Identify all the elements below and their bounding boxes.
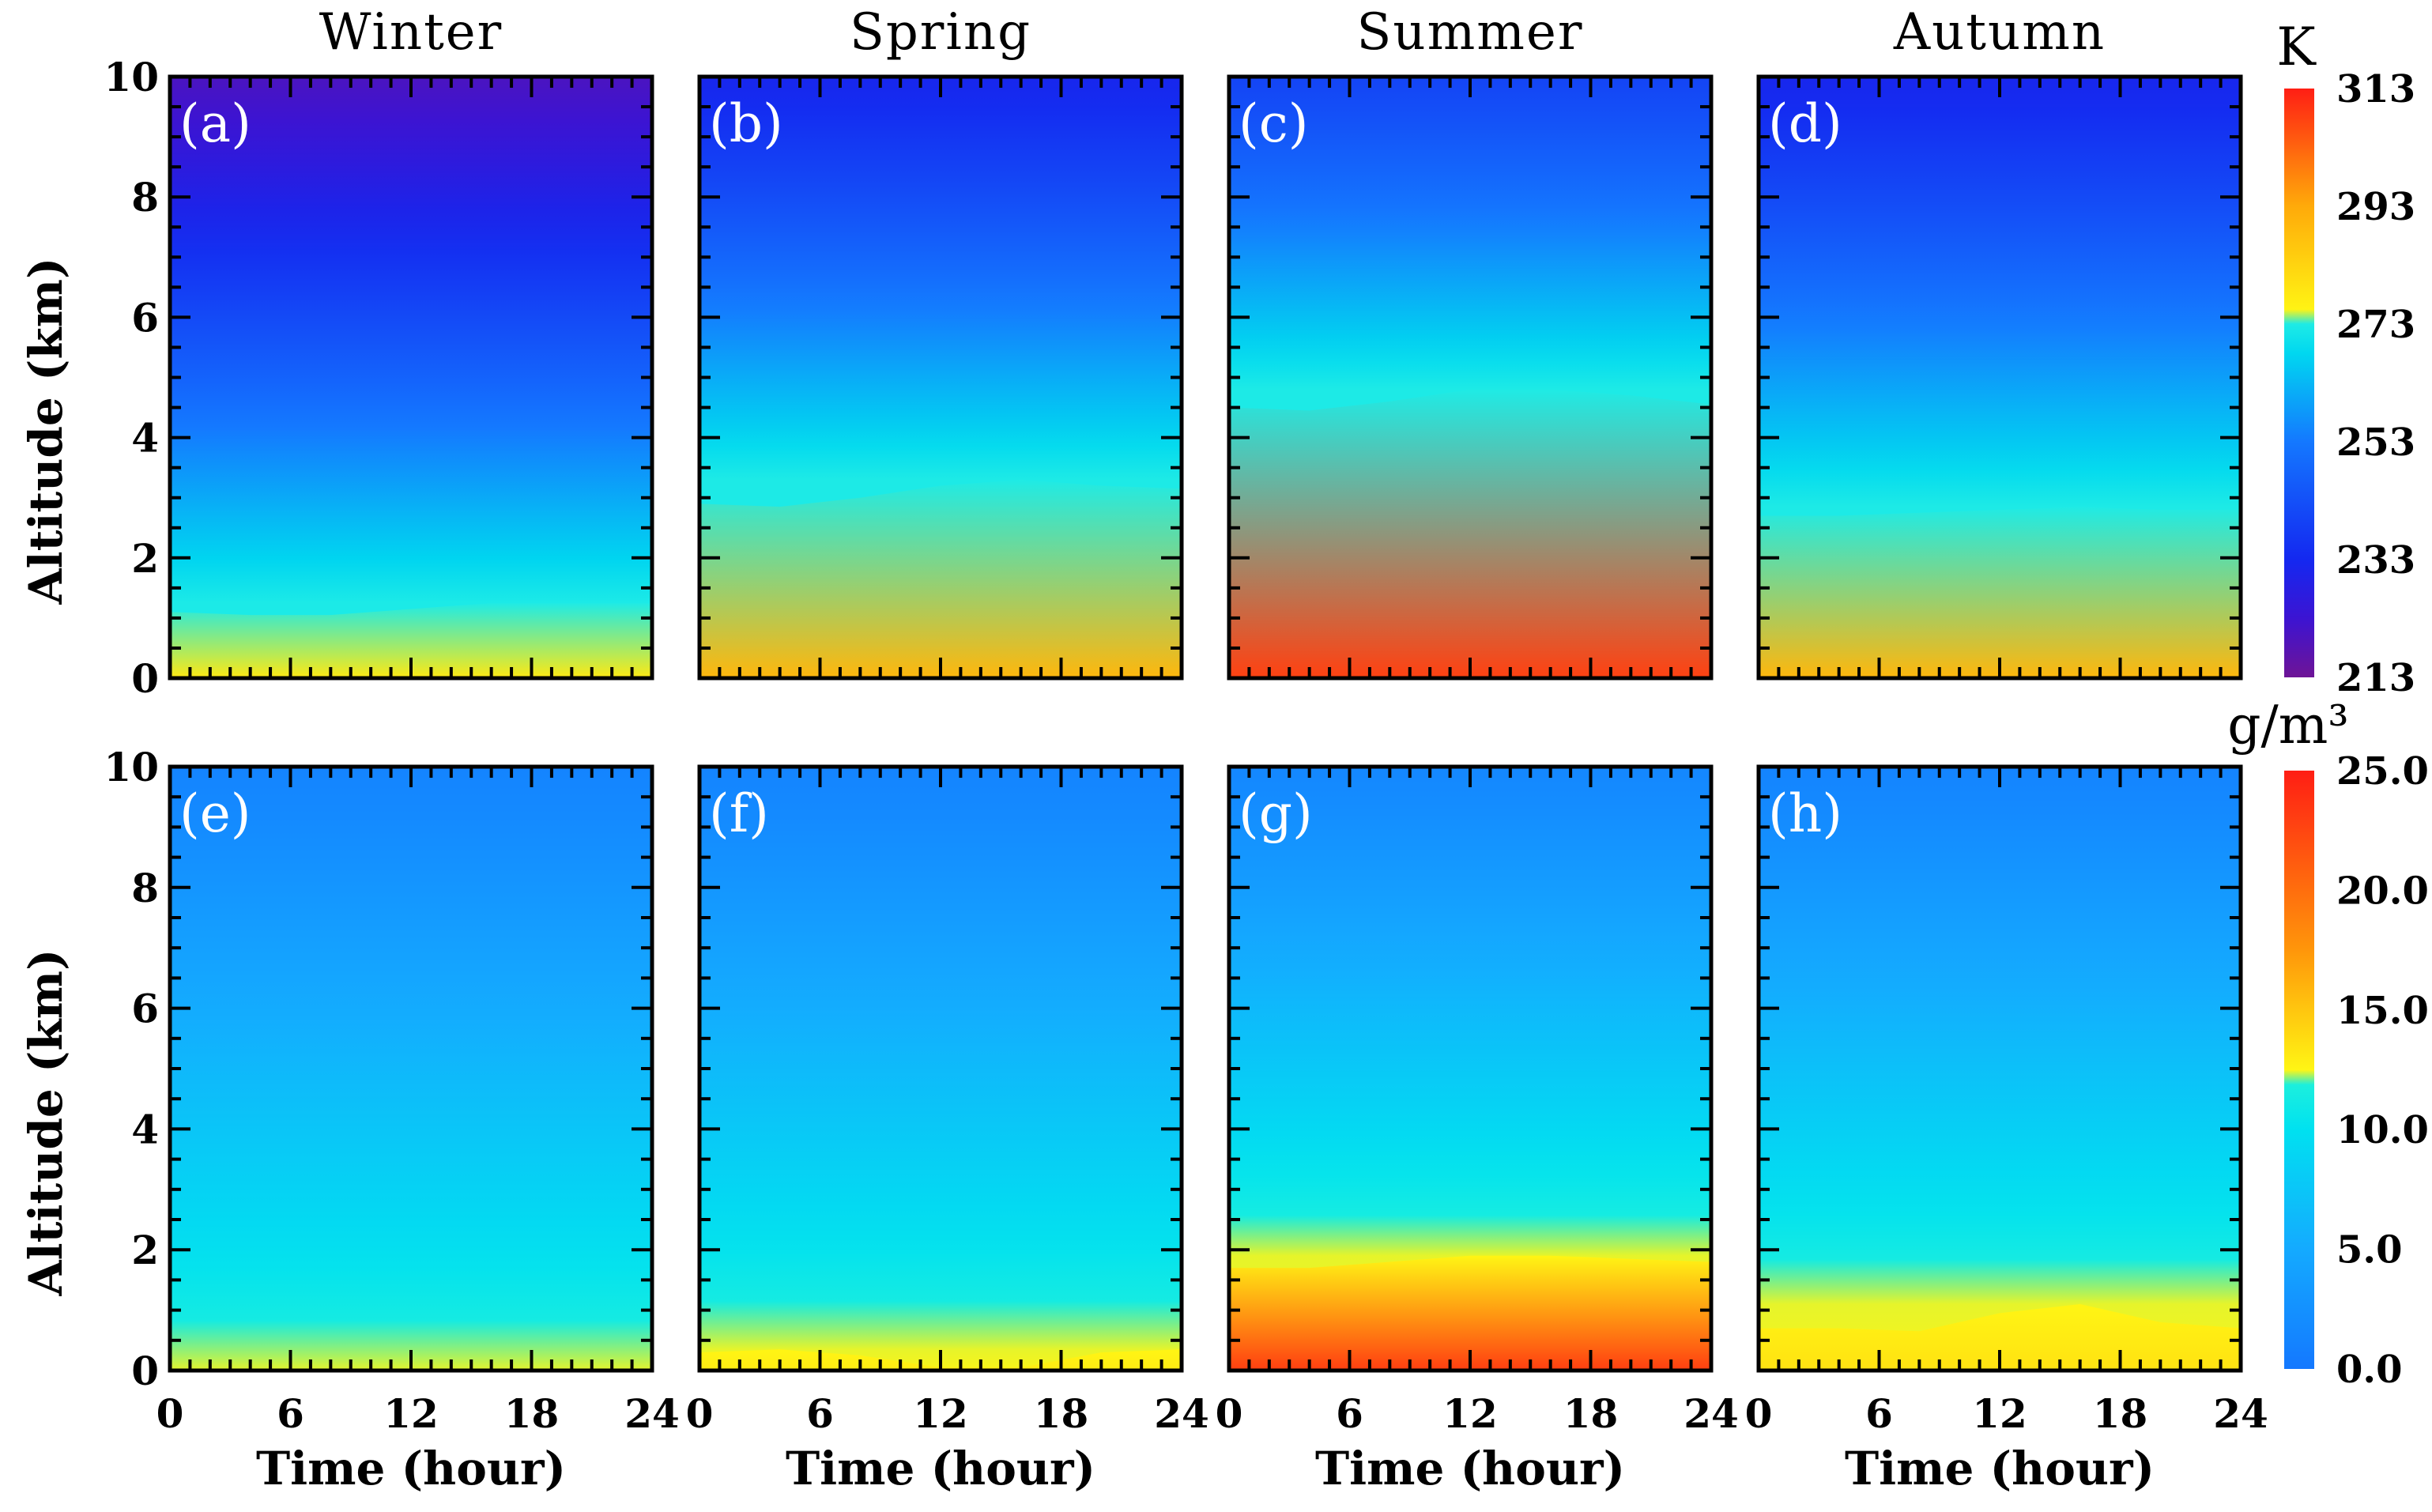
y-tick-label: 2 [131,1227,159,1273]
threshold-region [1229,389,1711,678]
y-tick-label: 0 [131,655,159,702]
y-tick-label: 0 [131,1348,159,1394]
x-axis-label-autumn: Time (hour) [1845,1442,2155,1495]
x-tick-label: 6 [1865,1390,1893,1437]
panel-label: (d) [1768,93,1842,154]
panel-label: (g) [1239,783,1313,844]
x-tick-label: 12 [383,1390,439,1437]
panel-label: (b) [709,93,783,154]
colorbar-unit-vapor: g/m³ [2227,695,2349,756]
colorbar-tick-label: 313 [2336,67,2415,111]
colorbar-water_vapor_density [2284,771,2314,1369]
y-tick-label: 8 [131,865,159,911]
x-tick-label: 6 [806,1390,834,1437]
panel-label: (a) [179,93,251,154]
panel-e: (e) [168,764,654,1373]
panel-field-upper [170,77,652,678]
panel-f: (f) [697,764,1184,1373]
x-tick-label: 18 [1563,1390,1619,1437]
threshold-region [699,479,1182,678]
x-tick-label: 24 [2213,1390,2268,1437]
x-tick-label: 24 [1684,1390,1739,1437]
colorbars: 213 233 253 273 293 313 0.0 5.0 10.0 15.0 20.0 25.0 [2284,67,2429,1392]
x-tick-label: 18 [1034,1390,1089,1437]
panel-g: (g) [1227,764,1714,1373]
panel-d: (d) [1756,74,2243,681]
x-tick-label: 12 [1442,1390,1498,1437]
panel-label: (f) [709,783,769,844]
colorbar-temperature [2284,89,2314,677]
panel-c: (c) [1227,74,1714,681]
colorbar-tick-label: 15.0 [2336,989,2429,1033]
column-title-autumn: Autumn [1893,3,2106,62]
colorbar-tick-label: 20.0 [2336,869,2429,913]
x-tick-label: 6 [277,1390,304,1437]
y-tick-label: 10 [104,54,159,100]
panel-h: (h) [1756,764,2243,1373]
x-tick-label: 12 [1972,1390,2027,1437]
y-tick-label: 2 [131,535,159,582]
colorbar-tick-label: 5.0 [2336,1228,2403,1273]
y-axis-label-top: Altitude (km) [19,258,73,605]
x-tick-label: 18 [504,1390,560,1437]
colorbar-tick-label: 273 [2336,303,2415,347]
x-tick-label: 12 [913,1390,968,1437]
panel-field-upper [170,767,652,1371]
threshold-region [1759,507,2241,678]
panel-field-upper [1759,767,2241,1371]
x-tick-label: 0 [1745,1390,1773,1437]
y-tick-label: 4 [131,415,159,462]
colorbar-unit-temperature: K [2276,17,2317,77]
panel-label: (c) [1239,93,1308,154]
y-tick-label: 8 [131,174,159,221]
x-tick-label: 6 [1336,1390,1363,1437]
panel-label: (h) [1768,783,1842,844]
colorbar-tick-label: 0.0 [2336,1348,2403,1392]
colorbar-tick-label: 233 [2336,538,2415,583]
x-tick-label: 24 [624,1390,680,1437]
y-axis-label-bottom: Altitude (km) [19,949,73,1297]
x-tick-label: 0 [686,1390,714,1437]
x-tick-label: 24 [1154,1390,1209,1437]
colorbar-tick-label: 213 [2336,656,2415,700]
colorbar-tick-label: 293 [2336,185,2415,229]
x-axis-label-summer: Time (hour) [1315,1442,1625,1495]
panel-label: (e) [179,783,251,844]
panel-a: (a) [168,74,654,681]
column-title-winter: Winter [319,3,503,62]
x-tick-label: 18 [2093,1390,2148,1437]
column-title-spring: Spring [850,3,1031,62]
x-axis-label-winter: Time (hour) [256,1442,566,1495]
colorbar-tick-label: 25.0 [2336,749,2429,794]
panel-field-upper [699,767,1182,1371]
y-tick-label: 6 [131,294,159,341]
column-title-summer: Summer [1357,3,1584,62]
x-axis-label-spring: Time (hour) [786,1442,1095,1495]
x-tick-label: 0 [1216,1390,1243,1437]
panel-b: (b) [697,74,1184,681]
threshold-region [1229,1255,1711,1371]
x-tick-label: 0 [156,1390,184,1437]
colorbar-tick-label: 10.0 [2336,1108,2429,1152]
colorbar-tick-label: 253 [2336,420,2415,465]
y-tick-label: 4 [131,1106,159,1152]
y-tick-label: 6 [131,986,159,1032]
y-tick-label: 10 [104,744,159,790]
